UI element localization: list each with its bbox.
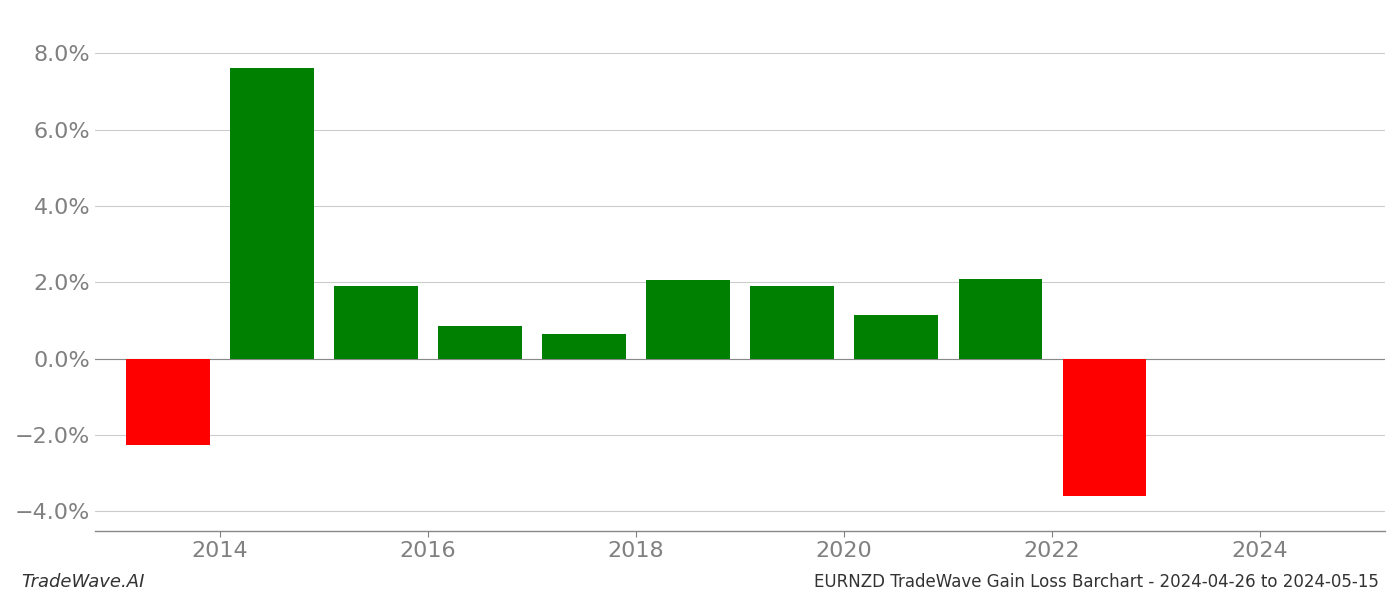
Bar [335, 286, 417, 359]
Bar [1063, 359, 1145, 496]
Bar [231, 68, 314, 359]
Text: TradeWave.AI: TradeWave.AI [21, 573, 144, 591]
Bar [438, 326, 522, 359]
Bar [750, 286, 833, 359]
Bar [542, 334, 626, 359]
Bar [647, 280, 729, 359]
Bar [854, 315, 938, 359]
Bar [959, 278, 1042, 359]
Text: EURNZD TradeWave Gain Loss Barchart - 2024-04-26 to 2024-05-15: EURNZD TradeWave Gain Loss Barchart - 20… [815, 573, 1379, 591]
Bar [126, 359, 210, 445]
